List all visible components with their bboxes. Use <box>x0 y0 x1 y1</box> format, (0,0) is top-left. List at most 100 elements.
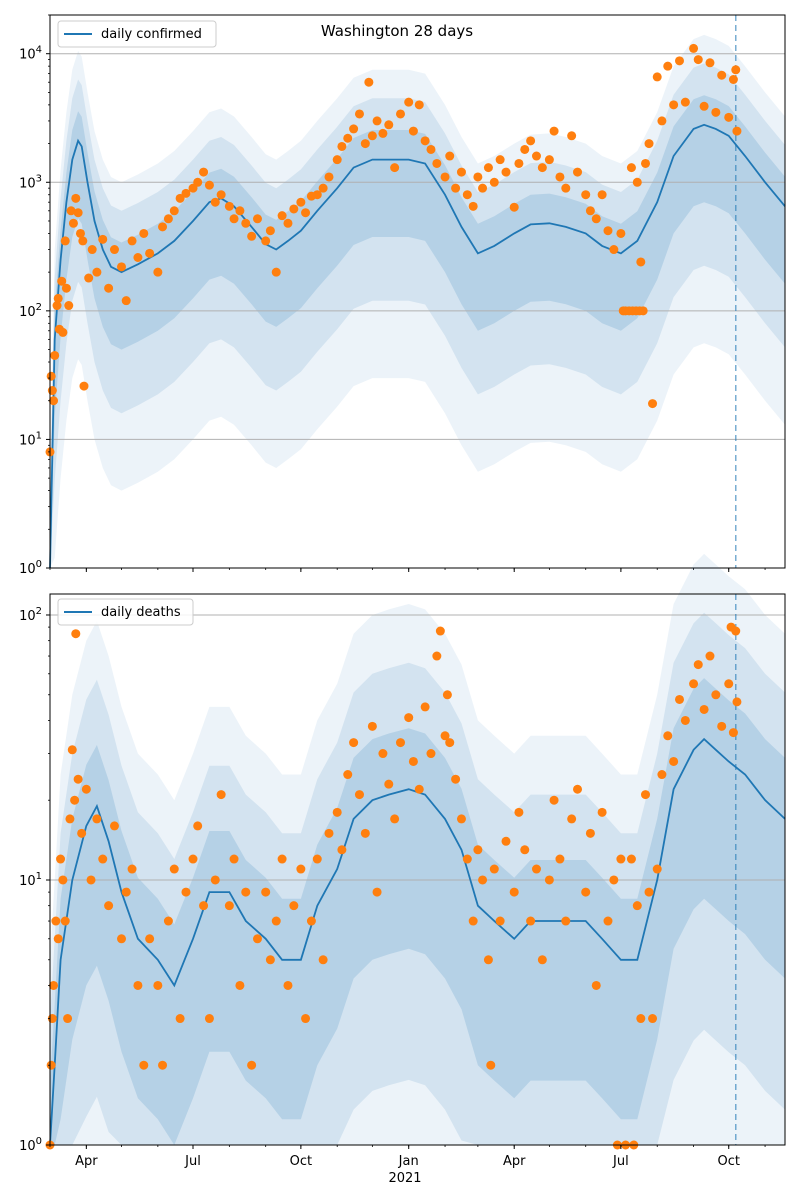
observed-point <box>404 713 414 723</box>
observed-point <box>616 854 626 864</box>
observed-point <box>509 887 519 897</box>
observed-point <box>277 211 287 221</box>
observed-point <box>175 193 185 203</box>
x-tick-label: Jul <box>184 1154 201 1169</box>
observed-point <box>478 875 488 885</box>
deaths-plot-frame <box>49 593 786 1146</box>
observed-point <box>537 955 547 965</box>
observed-point <box>636 1014 646 1024</box>
observed-point <box>689 43 699 53</box>
observed-point <box>663 731 673 741</box>
observed-point <box>324 172 334 182</box>
confirmed-legend-label: daily confirmed <box>101 27 202 42</box>
observed-point <box>390 814 400 824</box>
observed-point <box>81 784 91 794</box>
observed-point <box>526 916 536 926</box>
observed-point <box>301 1014 311 1024</box>
observed-point <box>169 206 179 216</box>
observed-point <box>188 854 198 864</box>
y-tick-label: 102 <box>19 302 42 320</box>
y-tick-label: 100 <box>19 1136 42 1154</box>
observed-point <box>717 70 727 80</box>
observed-point <box>53 934 63 944</box>
observed-point <box>652 864 662 874</box>
observed-point <box>235 980 245 990</box>
observed-point <box>451 774 461 784</box>
observed-point <box>420 702 430 712</box>
observed-point <box>693 660 703 670</box>
observed-point <box>636 257 646 267</box>
observed-point <box>404 97 414 107</box>
observed-point <box>133 252 143 262</box>
observed-point <box>445 151 455 161</box>
observed-point <box>555 172 565 182</box>
observed-point <box>199 167 209 177</box>
observed-point <box>644 887 654 897</box>
observed-point <box>289 901 299 911</box>
observed-point <box>343 133 353 143</box>
observed-point <box>573 167 583 177</box>
observed-point <box>289 204 299 214</box>
observed-point <box>603 916 613 926</box>
observed-point <box>139 1060 149 1070</box>
observed-point <box>451 183 461 193</box>
observed-point <box>638 306 648 316</box>
observed-point <box>462 190 472 200</box>
observed-point <box>73 208 83 218</box>
observed-point <box>181 188 191 198</box>
observed-point <box>56 854 66 864</box>
observed-point <box>657 770 667 780</box>
observed-point <box>241 887 251 897</box>
observed-point <box>603 226 613 236</box>
x-tick-label: Oct <box>290 1154 312 1169</box>
observed-point <box>731 626 741 636</box>
observed-point <box>47 386 57 396</box>
y-tick-label: 101 <box>19 871 42 889</box>
observed-point <box>648 399 658 409</box>
uncertainty-band-1 <box>50 63 785 569</box>
observed-point <box>414 784 424 794</box>
observed-point <box>663 61 673 71</box>
uncertainty-band-1 <box>50 612 785 1145</box>
y-tick-label: 104 <box>19 45 42 63</box>
observed-point <box>669 756 679 766</box>
observed-point <box>420 136 430 146</box>
observed-point <box>109 821 119 831</box>
median-line <box>49 123 786 569</box>
observed-point <box>349 124 359 134</box>
observed-point <box>616 228 626 238</box>
observed-point <box>501 167 511 177</box>
uncertainty-band-0 <box>50 553 785 1145</box>
y-tick-label: 102 <box>19 606 42 624</box>
observed-point <box>626 854 636 864</box>
observed-point <box>731 65 741 75</box>
observed-point <box>78 236 88 246</box>
observed-point <box>312 854 322 864</box>
observed-point <box>84 273 94 283</box>
observed-point <box>531 864 541 874</box>
observed-point <box>597 807 607 817</box>
observed-point <box>585 206 595 216</box>
observed-point <box>384 779 394 789</box>
observed-point <box>87 245 97 255</box>
observed-point <box>495 155 505 165</box>
observed-point <box>73 774 83 784</box>
observed-point <box>489 177 499 187</box>
x-tick-label: Oct <box>717 1154 739 1169</box>
observed-point <box>693 55 703 65</box>
observed-point <box>597 190 607 200</box>
x-tick-label: Jan <box>398 1154 419 1169</box>
observed-point <box>57 276 67 286</box>
uncertainty-band-2 <box>50 678 785 1145</box>
observed-point <box>104 901 114 911</box>
observed-point <box>456 814 466 824</box>
observed-point <box>680 97 690 107</box>
observed-point <box>63 1014 73 1024</box>
observed-point <box>252 214 262 224</box>
observed-point <box>408 126 418 136</box>
observed-point <box>127 864 137 874</box>
uncertainty-band-2 <box>50 95 785 568</box>
observed-point <box>193 821 203 831</box>
observed-point <box>705 58 715 68</box>
